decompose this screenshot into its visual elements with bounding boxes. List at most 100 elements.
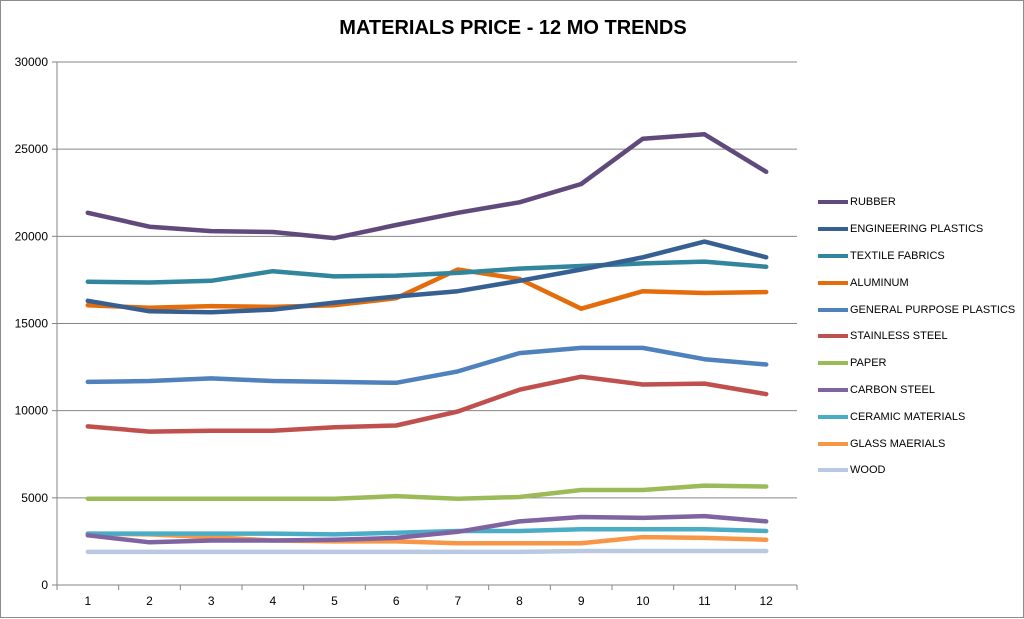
data-point [642, 536, 644, 538]
data-point [210, 230, 212, 232]
data-point [272, 430, 274, 432]
legend-swatch [818, 227, 848, 232]
legend-label: GENERAL PURPOSE PLASTICS [850, 303, 1016, 316]
data-point [457, 542, 459, 544]
y-tick-label: 10000 [15, 404, 49, 418]
y-tick-label: 0 [41, 578, 48, 592]
data-point [87, 498, 89, 500]
series-rubber [85, 132, 769, 241]
data-point [765, 171, 767, 173]
data-point [210, 430, 212, 432]
data-point [334, 304, 335, 306]
legend-swatch [818, 307, 848, 312]
series-wood [85, 548, 769, 555]
legend-item: TEXTILE FABRICS [818, 243, 1018, 270]
data-point [334, 381, 335, 383]
x-tick-label: 9 [578, 594, 585, 608]
data-point [149, 380, 150, 382]
data-point [765, 363, 767, 365]
data-point [765, 539, 767, 541]
data-point [580, 516, 582, 518]
series-line [85, 374, 769, 434]
data-point [395, 295, 397, 297]
data-point [642, 528, 644, 530]
data-point [272, 551, 274, 553]
x-tick-label: 11 [698, 594, 711, 608]
data-point [580, 183, 582, 185]
data-point [457, 290, 459, 292]
legend-swatch [818, 253, 848, 258]
data-point [580, 528, 582, 530]
data-point [272, 380, 274, 382]
x-tick-label: 5 [331, 594, 338, 608]
data-point [87, 425, 89, 427]
legend-swatch [818, 280, 848, 285]
data-point [87, 212, 89, 214]
data-point [210, 551, 212, 553]
legend-label: ALUMINUM [850, 276, 909, 289]
chart-title: MATERIALS PRICE - 12 MO TRENDS [339, 17, 687, 39]
data-point [334, 426, 335, 428]
series-line [85, 259, 769, 285]
data-point [519, 352, 520, 354]
series-line [85, 526, 769, 537]
data-point [149, 533, 150, 535]
legend-label: ENGINEERING PLASTICS [850, 223, 984, 236]
data-point [334, 275, 335, 277]
data-point [519, 389, 520, 391]
data-point [457, 272, 459, 274]
series-line [85, 132, 769, 241]
series-line [85, 548, 769, 555]
data-point [519, 280, 520, 282]
data-point [149, 282, 150, 284]
data-point [457, 370, 459, 372]
data-point [642, 262, 644, 264]
data-point [272, 231, 274, 233]
series-general-purpose-plastics [85, 345, 769, 386]
data-point [87, 300, 89, 302]
data-point [704, 292, 705, 294]
data-point [457, 551, 459, 553]
data-point [457, 212, 459, 214]
legend-item: WOOD [818, 457, 1018, 484]
data-point [704, 528, 705, 530]
x-tick-label: 2 [146, 594, 153, 608]
legend-item: GLASS MAERIALS [818, 430, 1018, 457]
legend-label: CERAMIC MATERIALS [850, 410, 966, 423]
data-point [580, 550, 582, 552]
x-tick-label: 8 [516, 594, 523, 608]
data-point [334, 533, 335, 535]
data-point [87, 534, 89, 536]
x-tick-label: 7 [454, 594, 461, 608]
data-point [457, 268, 459, 270]
data-point [272, 270, 274, 272]
data-point [580, 376, 582, 378]
data-point [519, 268, 520, 270]
data-point [704, 537, 705, 539]
x-tick-label: 12 [759, 594, 773, 608]
y-tick-label: 20000 [15, 229, 49, 243]
series-line [85, 267, 769, 311]
data-point [580, 265, 582, 267]
data-point [334, 302, 335, 304]
data-point [272, 309, 274, 311]
data-point [765, 266, 767, 268]
data-point [765, 520, 767, 522]
x-tick-label: 1 [84, 594, 91, 608]
data-point [765, 291, 767, 293]
data-point [210, 533, 212, 535]
data-point [765, 486, 767, 488]
data-point [334, 237, 335, 239]
data-point [395, 424, 397, 426]
data-point [272, 540, 274, 542]
legend-label: RUBBER [850, 196, 896, 209]
data-point [457, 411, 459, 413]
series-carbon-steel [85, 513, 769, 545]
legend-item: CERAMIC MATERIALS [818, 403, 1018, 430]
data-point [395, 495, 397, 497]
series-textile-fabrics [85, 259, 769, 285]
legend-swatch [818, 361, 848, 366]
x-tick-label: 3 [208, 594, 215, 608]
legend-item: GENERAL PURPOSE PLASTICS [818, 296, 1018, 323]
data-point [87, 304, 89, 306]
